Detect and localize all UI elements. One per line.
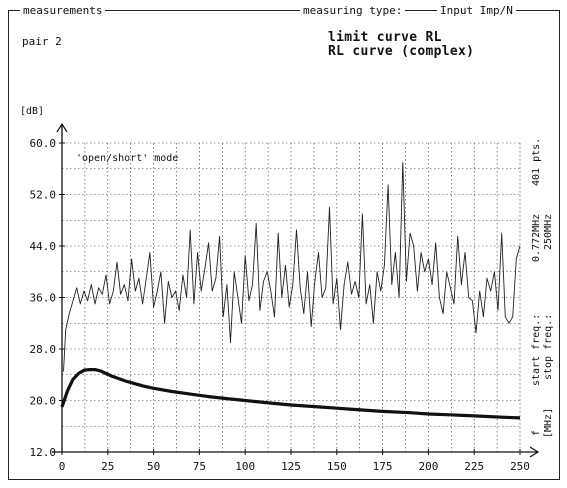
y-tick-label: 44.0	[30, 240, 57, 253]
grid	[62, 142, 521, 452]
y-tick-label: 36.0	[30, 292, 57, 305]
y-tick-label: 52.0	[30, 189, 57, 202]
y-axis-unit: [dB]	[20, 106, 44, 117]
mode-annotation: 'open/short' mode	[76, 153, 178, 164]
unit-mhz-label: [MHz]	[543, 407, 554, 438]
y-tick-label: 28.0	[30, 343, 57, 356]
points-annotation: 401 pts.	[531, 137, 542, 186]
x-axis-arrow	[529, 446, 540, 458]
y-axis-arrow	[56, 122, 68, 133]
x-tick-label: 25	[101, 460, 114, 473]
stop-freq-label: stop freq.:	[543, 313, 554, 380]
series	[60, 161, 521, 420]
x-tick-label: 150	[327, 460, 347, 473]
x-tick-label: 0	[59, 460, 66, 473]
pair-label: pair 2	[22, 35, 62, 48]
x-tick-label: 100	[235, 460, 255, 473]
stop-freq-value: 250MHz	[543, 213, 554, 250]
x-tick-label: 75	[193, 460, 206, 473]
y-tick-label: 60.0	[30, 137, 57, 150]
limit-curve-line	[60, 368, 521, 420]
start-freq-value: 0.772MHz	[531, 213, 542, 262]
x-tick-label: 175	[373, 460, 393, 473]
x-tick-label: 225	[464, 460, 484, 473]
x-tick-label: 50	[147, 460, 160, 473]
x-tick-label: 250	[510, 460, 530, 473]
y-tick-label: 12.0	[30, 446, 57, 459]
window-frame	[8, 10, 560, 480]
x-tick-label: 125	[281, 460, 301, 473]
frequency-symbol: f	[531, 429, 542, 436]
measuring-type-value: Input Imp/N	[437, 4, 516, 17]
x-tick-label: 200	[418, 460, 438, 473]
start-freq-label: start freq.:	[531, 313, 542, 386]
measuring-type-label: measuring type:	[300, 4, 406, 17]
y-tick-label: 20.0	[30, 395, 57, 408]
rl-curve-line	[63, 161, 521, 372]
curve-title-line2: RL curve (complex)	[328, 44, 475, 59]
curve-title-line1: limit curve RL	[328, 30, 442, 45]
window-title: measurements	[20, 4, 106, 17]
axes	[52, 122, 540, 458]
tick-labels: 0 25 50 75 100 125 150 175 200 225 250 12.0 20.0 28.0…	[30, 137, 530, 473]
